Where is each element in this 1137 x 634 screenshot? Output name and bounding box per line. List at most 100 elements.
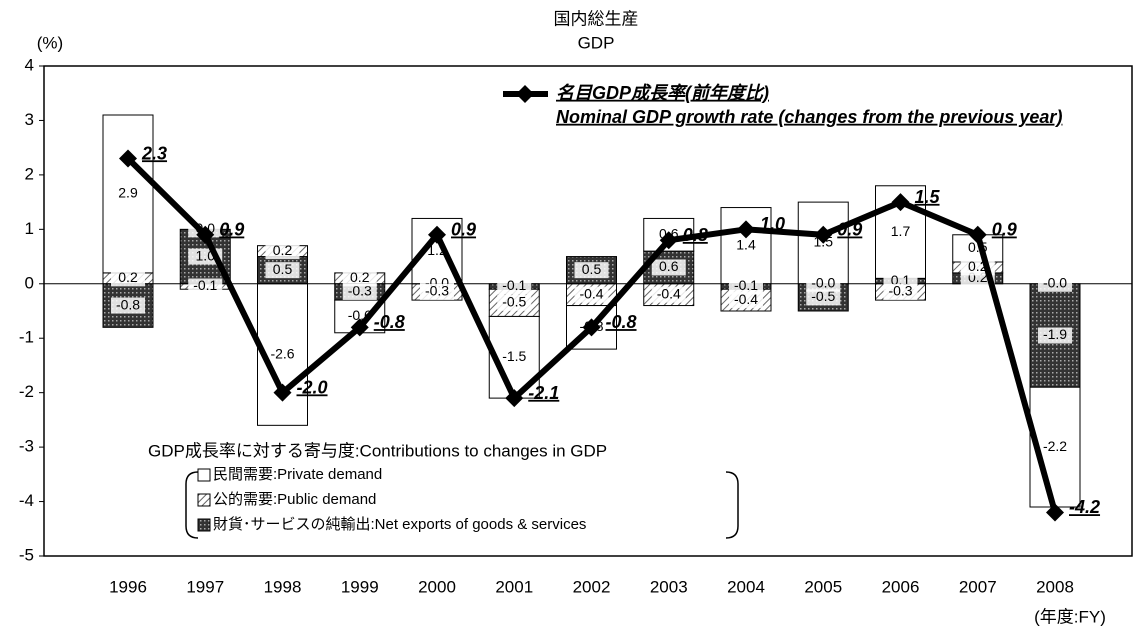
label-bg: [883, 224, 918, 241]
label-bg: [960, 240, 995, 257]
value-label: -0.1: [193, 277, 217, 293]
value-label: 0.5: [273, 261, 293, 277]
label-bg: [111, 270, 145, 287]
label-bg: [574, 262, 609, 279]
y-tick-label: 4: [25, 55, 34, 74]
value-label: -0.4: [657, 285, 681, 301]
y-tick-label: 2: [25, 164, 34, 183]
marker: [968, 225, 987, 244]
marker: [428, 225, 446, 244]
label-bg: [420, 283, 454, 300]
marker: [737, 220, 755, 239]
y-tick-label: -5: [19, 545, 34, 564]
y-tick-label: 3: [25, 110, 34, 129]
label-bg: [265, 346, 300, 363]
legend-label: 財貨･サービスの純輸出:Net exports of goods & servi…: [213, 516, 586, 533]
value-label: -0.4: [579, 285, 603, 301]
value-label: 1.7: [891, 223, 911, 239]
line-label: 0.9: [451, 220, 476, 240]
value-label: -0.5: [502, 294, 526, 310]
label-bg: [651, 259, 686, 276]
value-label: -0.3: [348, 283, 372, 299]
y-tick-label: -1: [19, 328, 34, 347]
value-label: -0.1: [734, 277, 758, 293]
marker: [350, 318, 369, 337]
y-tick-label: 1: [25, 219, 34, 238]
value-label: 0.2: [118, 269, 138, 285]
x-tick-label: 1998: [264, 577, 302, 596]
legend-label: 民間需要:Private demand: [213, 466, 382, 483]
value-label: 0.2: [350, 269, 370, 285]
marker: [659, 231, 678, 250]
legend-swatch: [197, 468, 211, 482]
x-tick-label: 2006: [882, 577, 920, 596]
line-label: 1.0: [760, 214, 785, 234]
x-tick-label: 2008: [1036, 577, 1074, 596]
label-bg: [188, 278, 223, 295]
marker: [505, 389, 524, 408]
label-bg: [729, 278, 763, 295]
value-label: -0.8: [116, 296, 140, 312]
marker: [891, 193, 910, 212]
value-label: -1.5: [502, 348, 526, 364]
label-bg: [265, 243, 300, 260]
value-label: -0.4: [734, 291, 758, 307]
x-tick-label: 2001: [495, 577, 533, 596]
line-label: 0.9: [992, 220, 1017, 240]
label-bg: [651, 286, 686, 303]
value-label: 2.9: [118, 185, 138, 201]
label-bg: [342, 270, 377, 287]
legend-swatch: [197, 493, 211, 507]
y-tick-label: 0: [25, 273, 34, 292]
label-bg: [265, 262, 300, 279]
value-label: 1.4: [736, 236, 756, 252]
y-axis-label: (%): [37, 33, 63, 52]
line-label: -2.0: [297, 377, 328, 397]
label-bg: [1038, 327, 1072, 344]
legend-bracket: [725, 471, 739, 539]
marker: [196, 225, 215, 244]
chart-subtitle: GDP: [578, 33, 615, 52]
label-bg: [806, 289, 841, 306]
line-label: 0.9: [837, 220, 862, 240]
x-tick-label: 2004: [727, 577, 765, 596]
line-label: -2.1: [528, 383, 559, 403]
plot-frame: [43, 65, 1133, 557]
value-label: -0.1: [502, 277, 526, 293]
x-axis-label: (年度:FY): [1034, 607, 1106, 626]
line-label: -4.2: [1069, 497, 1100, 517]
value-label: -0.0: [1043, 274, 1067, 290]
value-label: -0.5: [811, 288, 835, 304]
chart-title: 国内総生産: [554, 9, 639, 28]
value-label: -2.6: [270, 345, 294, 361]
value-label: 0.1: [891, 272, 911, 288]
x-tick-label: 1997: [186, 577, 224, 596]
legend-bracket: [185, 471, 199, 539]
marker: [273, 383, 292, 402]
legend-title: GDP成長率に対する寄与度:Contributions to changes i…: [148, 441, 607, 460]
value-label: 0.6: [659, 258, 679, 274]
x-tick-label: 2002: [573, 577, 611, 596]
value-label: -0.0: [811, 274, 835, 290]
legend-label: 名目GDP成長率(前年度比): [556, 83, 769, 103]
y-tick-label: -4: [19, 491, 34, 510]
label-bg: [574, 286, 609, 303]
value-label: 0.2: [273, 242, 293, 258]
marker: [814, 225, 833, 244]
marker: [119, 149, 137, 168]
value-label: -1.9: [1043, 326, 1067, 342]
label-bg: [497, 349, 532, 366]
legend-marker: [516, 85, 534, 103]
line-label: 0.8: [683, 225, 708, 245]
line-label: -0.8: [374, 312, 405, 332]
x-tick-label: 2000: [418, 577, 456, 596]
x-tick-label: 1999: [341, 577, 379, 596]
line-label: 1.5: [915, 187, 941, 207]
label-bg: [806, 275, 841, 292]
x-tick-label: 2003: [650, 577, 688, 596]
y-tick-label: -3: [19, 437, 34, 456]
legend-swatch: [197, 518, 211, 532]
y-tick-label: -2: [19, 382, 34, 401]
value-label: 0.5: [582, 261, 602, 277]
